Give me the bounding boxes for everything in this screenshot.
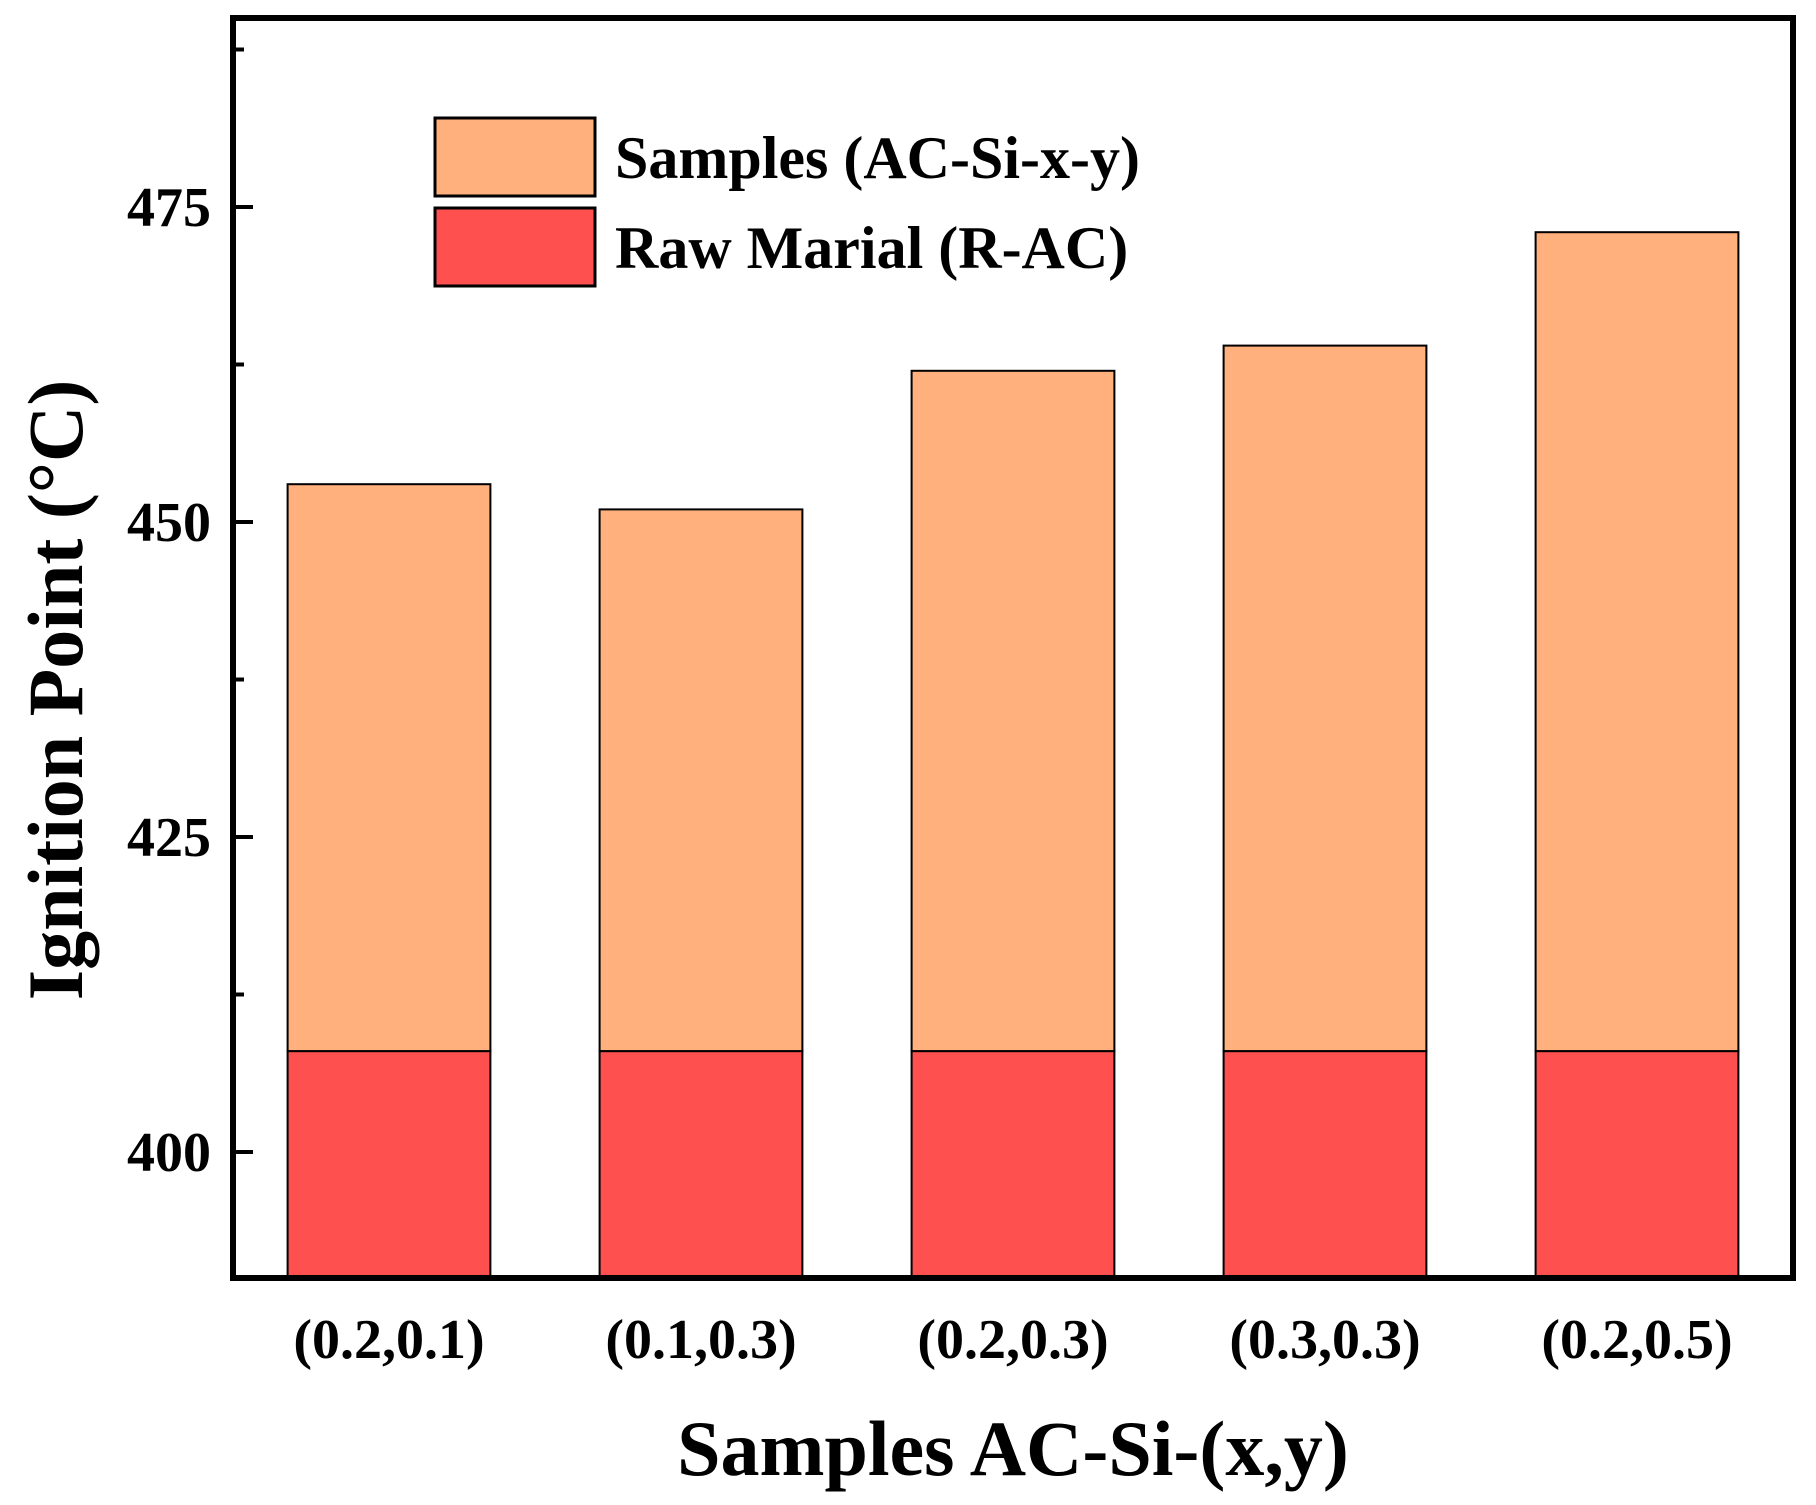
y-tick-label-400: 400 [127, 1122, 211, 1184]
bar-raw-material-1 [286, 1050, 492, 1279]
bar-raw-material-2 [598, 1050, 804, 1279]
y-tick-label-475: 475 [127, 177, 211, 239]
y-axis: 400 425 450 475 [127, 47, 253, 1184]
bar-samples-1 [286, 483, 492, 1053]
x-tick-label-4: (0.3,0.3) [1229, 1309, 1420, 1371]
x-axis-title: Samples AC-Si-(x,y) [677, 1405, 1349, 1492]
legend-label-1: Samples (AC-Si-x-y) [615, 125, 1140, 191]
y-tick-label-425: 425 [127, 807, 211, 869]
bar-raw-material-5 [1534, 1050, 1740, 1279]
legend: Samples (AC-Si-x-y) Raw Marial (R-AC) [433, 116, 1140, 288]
x-axis: (0.2,0.1) (0.1,0.3) (0.2,0.3) (0.3,0.3) (0.2… [293, 1309, 1732, 1371]
y-tick-label-450: 450 [127, 492, 211, 554]
x-tick-label-5: (0.2,0.5) [1541, 1309, 1732, 1371]
bar-samples-5 [1534, 231, 1740, 1053]
bar-samples-3 [910, 369, 1116, 1053]
legend-swatch-2 [433, 206, 597, 288]
x-tick-label-1: (0.2,0.1) [293, 1309, 484, 1371]
bar-raw-material-4 [1222, 1050, 1428, 1279]
y-axis-title: Ignition Point (°C) [12, 380, 99, 1001]
legend-swatch-1 [433, 116, 597, 198]
bars-layer [286, 231, 1740, 1279]
x-tick-label-2: (0.1,0.3) [605, 1309, 796, 1371]
bar-samples-2 [598, 508, 804, 1053]
legend-label-2: Raw Marial (R-AC) [615, 215, 1128, 281]
plot-frame [230, 15, 1796, 1281]
x-tick-label-3: (0.2,0.3) [917, 1309, 1108, 1371]
bar-raw-material-3 [910, 1050, 1116, 1279]
bar-samples-4 [1222, 344, 1428, 1053]
